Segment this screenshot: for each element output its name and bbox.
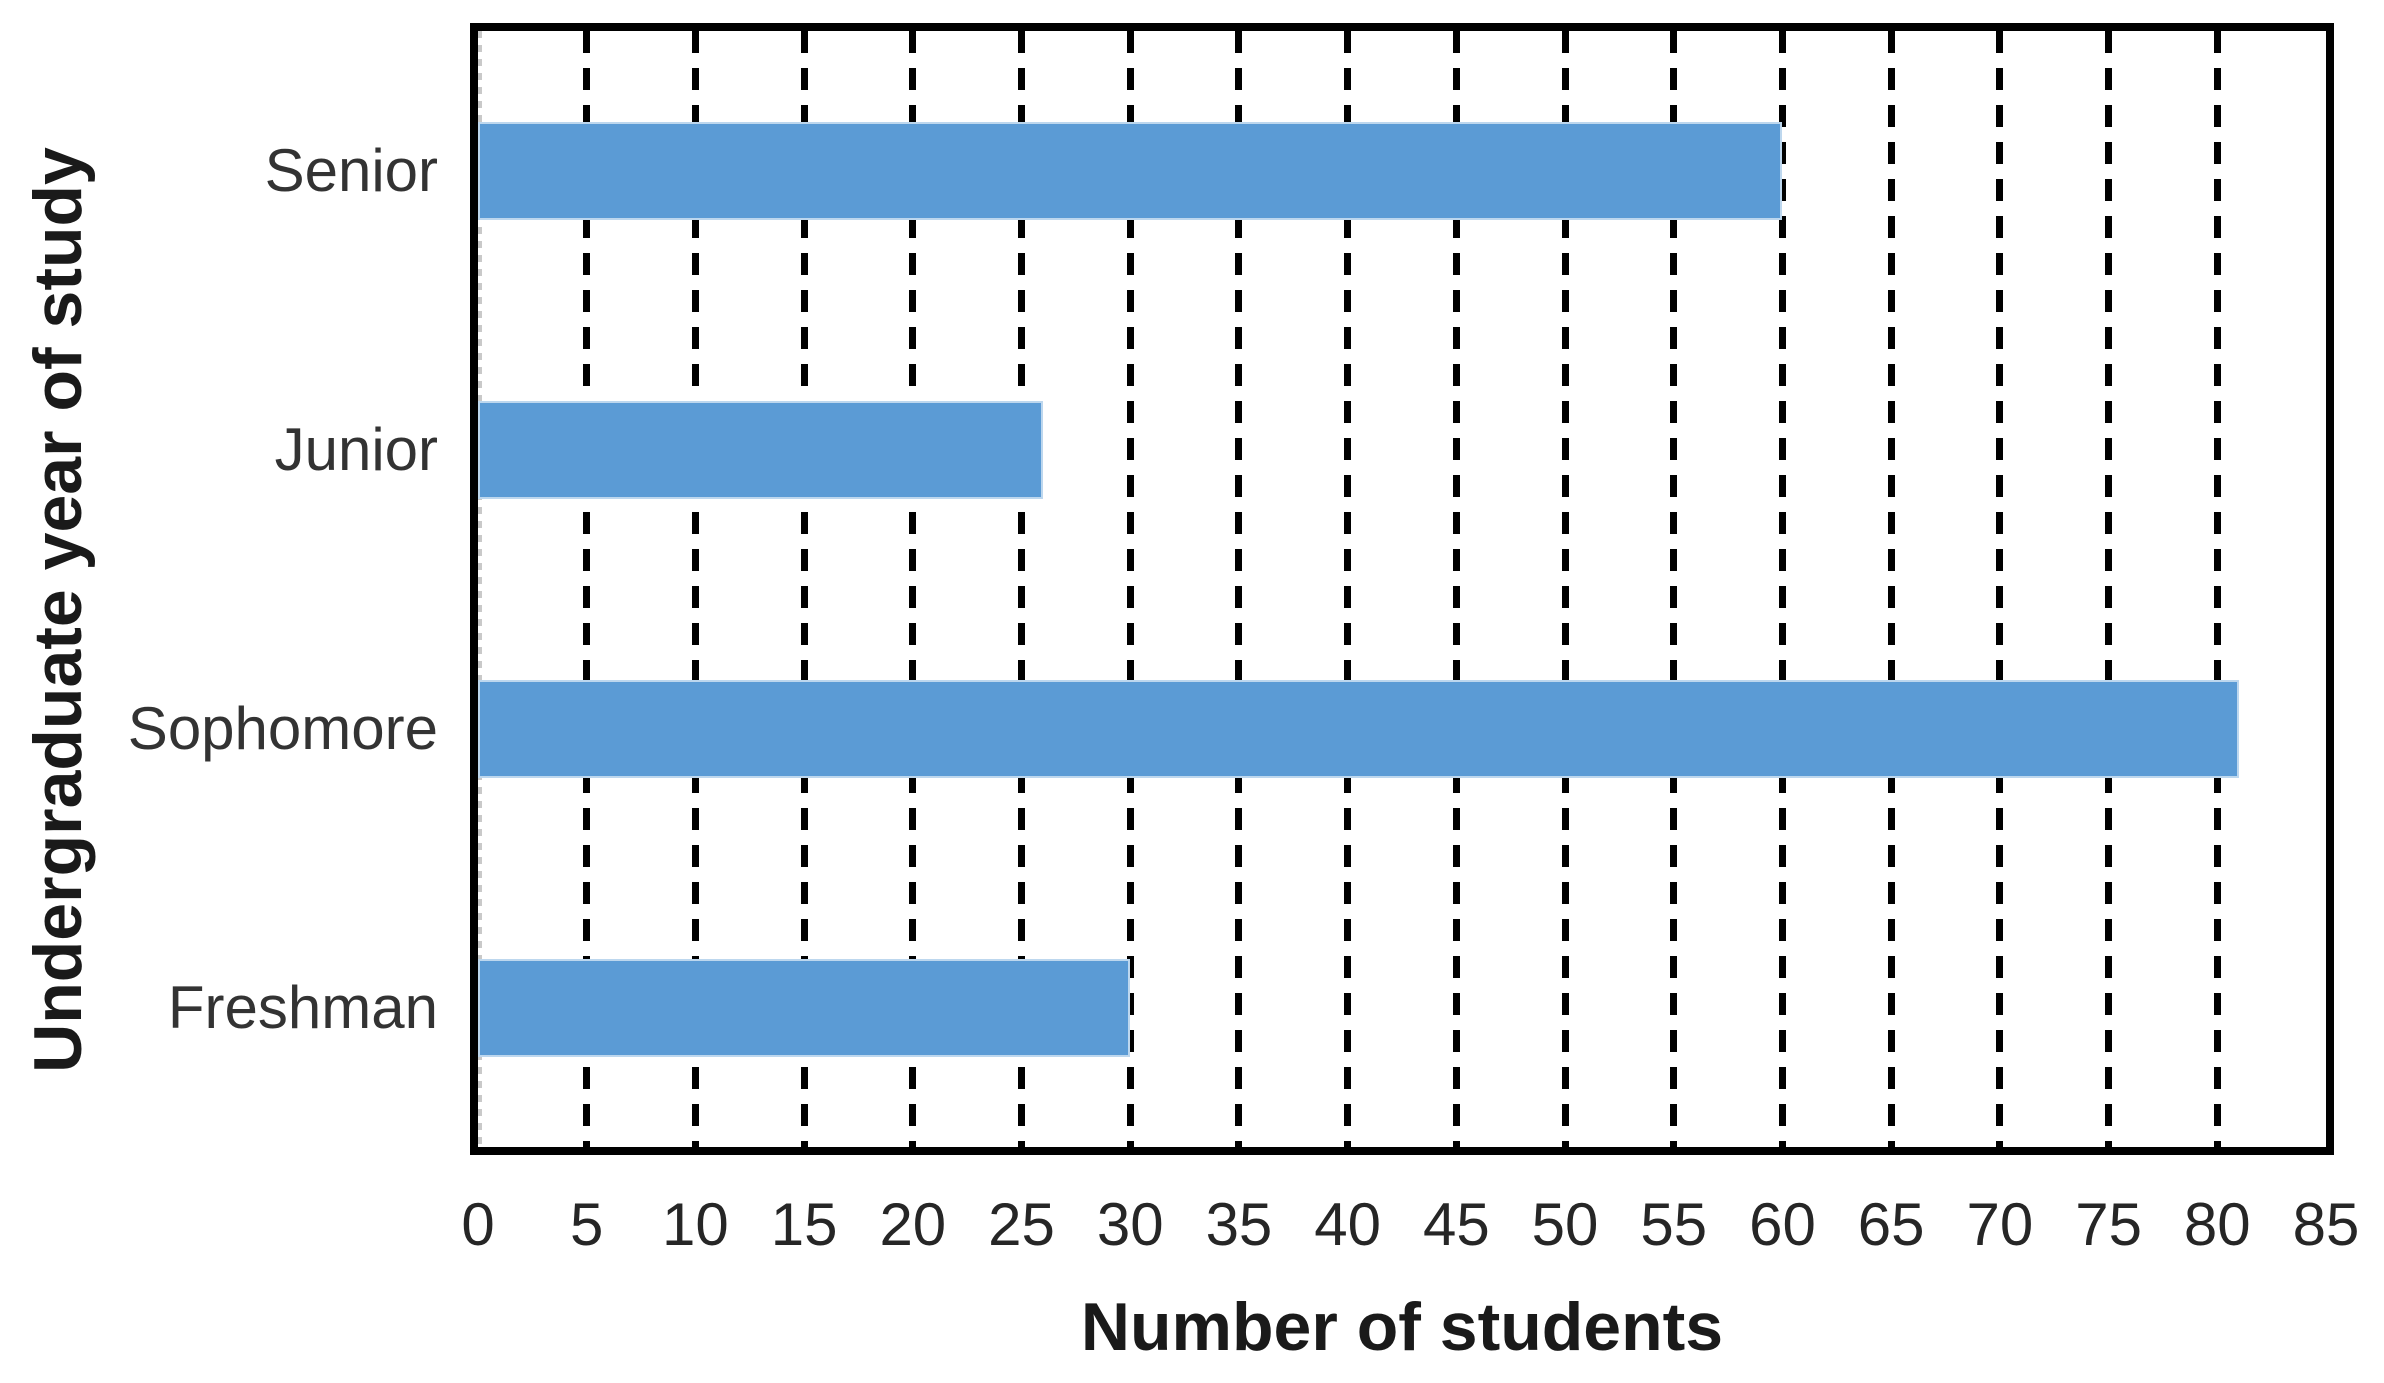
- x-tick-label-0: 0: [461, 1191, 495, 1258]
- gridline-10: [691, 31, 699, 1147]
- x-tick-label-55: 55: [1640, 1191, 1708, 1258]
- gridline-50: [1561, 31, 1569, 1147]
- category-label-junior: Junior: [274, 415, 438, 483]
- gridline-80: [2213, 31, 2221, 1147]
- gridline-40: [1344, 31, 1352, 1147]
- x-axis-title: Number of students: [1080, 1289, 1724, 1365]
- x-tick-label-30: 30: [1096, 1191, 1164, 1258]
- x-tick-label-65: 65: [1857, 1191, 1925, 1258]
- x-tick-label-25: 25: [988, 1191, 1055, 1258]
- category-axis-labels: Senior Junior Sophomore Freshman: [120, 31, 438, 1147]
- plot-inner: [478, 31, 2326, 1147]
- plot-area: [470, 23, 2334, 1155]
- gridline-75: [2105, 31, 2113, 1147]
- x-tick-label-45: 45: [1422, 1191, 1490, 1258]
- gridline-20: [909, 31, 917, 1147]
- category-label-sophomore: Sophomore: [127, 694, 438, 762]
- gridline-70: [1996, 31, 2004, 1147]
- x-tick-label-15: 15: [770, 1191, 838, 1258]
- x-tick-label-75: 75: [2075, 1191, 2142, 1258]
- gridline-25: [1018, 31, 1026, 1147]
- y-axis-title: Undergraduate year of study: [20, 147, 96, 1073]
- bar-freshman: [478, 958, 1131, 1057]
- x-tick-label-80: 80: [2183, 1191, 2251, 1258]
- x-tick-label-85: 85: [2292, 1191, 2360, 1258]
- gridline-60: [1778, 31, 1786, 1147]
- x-tick-label-35: 35: [1205, 1191, 1273, 1258]
- x-tick-label-70: 70: [1966, 1191, 2034, 1258]
- zero-gridline: [478, 31, 482, 1147]
- gridline-35: [1235, 31, 1243, 1147]
- category-label-senior: Senior: [264, 136, 438, 204]
- x-tick-label-40: 40: [1314, 1191, 1382, 1258]
- x-tick-label-50: 50: [1531, 1191, 1599, 1258]
- gridline-15: [800, 31, 808, 1147]
- gridline-55: [1670, 31, 1678, 1147]
- x-tick-label-5: 5: [570, 1191, 604, 1258]
- x-tick-label-20: 20: [879, 1191, 947, 1258]
- x-tick-label-60: 60: [1749, 1191, 1816, 1258]
- bar-sophomore: [478, 679, 2240, 778]
- gridline-5: [583, 31, 591, 1147]
- bar-junior: [478, 400, 1044, 499]
- x-tick-label-10: 10: [662, 1191, 729, 1258]
- bar-senior: [478, 121, 1783, 220]
- gridline-65: [1887, 31, 1895, 1147]
- category-label-freshman: Freshman: [167, 973, 438, 1041]
- x-axis-tick-labels: 0 5 10 15 20 25 30 35 40 45 50 55 60 65 70 75 80 85: [461, 1191, 2359, 1262]
- gridline-45: [1452, 31, 1460, 1147]
- gridline-30: [1126, 31, 1134, 1147]
